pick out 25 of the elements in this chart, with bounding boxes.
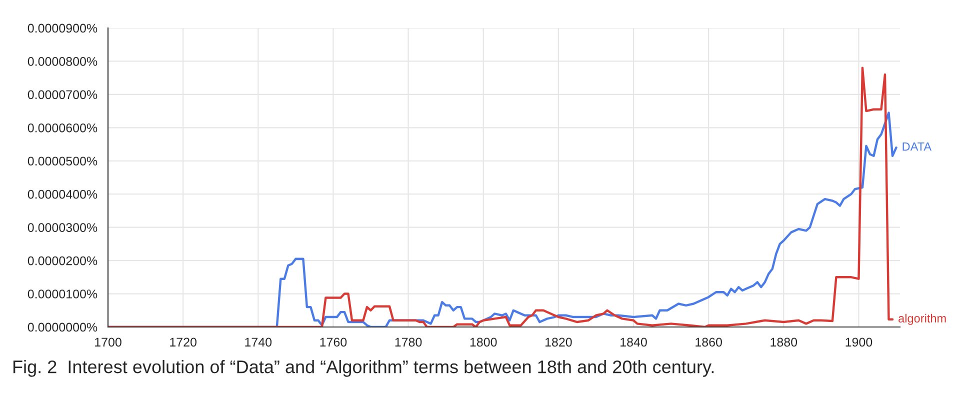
- y-tick-label: 0.0000300%: [28, 223, 98, 232]
- x-tick-label: 1840: [620, 338, 647, 347]
- x-tick-label: 1700: [95, 338, 122, 347]
- x-tick-label: 1880: [770, 338, 798, 347]
- x-tick-label: 1780: [395, 338, 422, 347]
- x-tick-label: 1720: [170, 338, 196, 347]
- y-tick-label: 0.0000700%: [28, 90, 98, 100]
- x-tick-label: 1860: [696, 338, 722, 347]
- line-series: [108, 66, 894, 327]
- x-tick-label: 1740: [245, 338, 272, 347]
- y-tick-label: 0.0000000%: [28, 322, 98, 332]
- y-tick-label: 0.0000500%: [28, 156, 98, 166]
- x-tick-label: 1900: [846, 338, 872, 347]
- y-tick-label: 0.0000200%: [28, 256, 98, 266]
- x-tick-label: 1760: [320, 338, 347, 347]
- y-tick-label: 0.0000100%: [28, 290, 98, 298]
- y-tick-label: 0.0000800%: [28, 57, 98, 66]
- y-tick-label: 0.0000900%: [28, 24, 98, 33]
- y-tick-label: 0.0000600%: [28, 123, 98, 132]
- caption: Fig. 2 Interest evolution of “Data” and “Algorithm” terms between 18th and 20th century.: [13, 360, 714, 377]
- series-label: algorithm: [898, 314, 946, 325]
- x-tick-label: 1820: [545, 338, 572, 347]
- series-label: DATA: [902, 142, 932, 151]
- x-tick-label: 1800: [470, 338, 497, 347]
- y-tick-label: 0.0000400%: [28, 190, 98, 199]
